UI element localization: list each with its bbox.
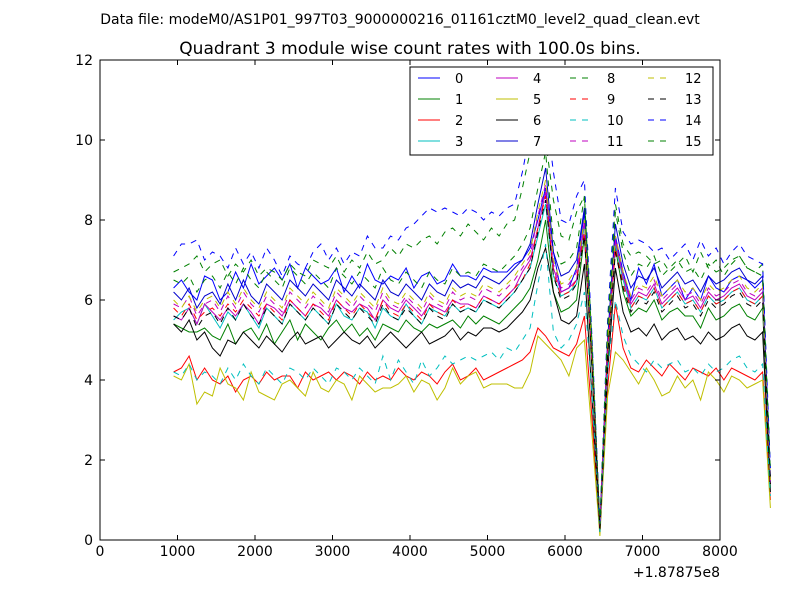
series-line-7 [173,167,771,529]
data-file-header: Data file: modeM0/AS1P01_997T03_90000002… [100,12,700,28]
legend-box [409,66,714,156]
x-offset-label: +1.87875e8 [633,565,720,581]
series-line-12 [173,179,771,529]
series-line-13 [173,199,771,529]
y-tick-label: 12 [75,53,93,69]
x-tick-label: 3000 [315,544,351,560]
legend-label-9: 9 [607,93,615,108]
series-line-2 [173,303,771,533]
legend-label-4: 4 [533,72,541,87]
series-line-14 [173,79,771,525]
y-tick-label: 4 [84,373,93,389]
legend-label-5: 5 [533,93,541,108]
x-tick-label: 2000 [237,544,273,560]
y-tick-label: 10 [75,133,93,149]
legend-label-1: 1 [455,93,463,108]
y-tick-label: 6 [84,293,93,309]
legend-label-10: 10 [607,114,624,129]
series-line-3 [173,203,771,529]
series-line-11 [173,183,771,529]
legend-label-8: 8 [607,72,615,87]
y-tick-label: 8 [84,213,93,229]
series-line-1 [173,219,771,529]
x-tick-label: 0 [96,544,105,560]
legend-label-3: 3 [455,135,463,150]
legend-label-2: 2 [455,114,463,129]
legend-label-6: 6 [533,114,541,129]
series-line-9 [173,195,771,529]
legend-label-0: 0 [455,72,463,87]
x-tick-label: 5000 [470,544,506,560]
legend-label-13: 13 [685,93,702,108]
chart-title: Quadrant 3 module wise count rates with … [179,39,640,59]
series-line-4 [173,191,771,529]
series-line-8 [173,151,771,529]
legend-label-11: 11 [607,135,624,150]
series-layer [173,79,771,537]
legend-label-15: 15 [685,135,702,150]
x-tick-label: 7000 [625,544,661,560]
legend-label-14: 14 [685,114,702,129]
x-tick-label: 1000 [160,544,196,560]
series-line-6 [173,246,771,533]
series-line-5 [173,334,771,537]
axis-ticks: 0 1000 2000 3000 4000 5000 6000 7000 80000246810… [75,53,738,560]
legend-label-12: 12 [685,72,702,87]
x-tick-label: 4000 [392,544,428,560]
series-line-10 [173,243,771,533]
legend-label-7: 7 [533,135,541,150]
x-tick-label: 6000 [547,544,583,560]
y-tick-label: 0 [84,533,93,549]
y-tick-label: 2 [84,453,93,469]
x-tick-label: 8000 [702,544,738,560]
series-line-15 [173,114,771,525]
